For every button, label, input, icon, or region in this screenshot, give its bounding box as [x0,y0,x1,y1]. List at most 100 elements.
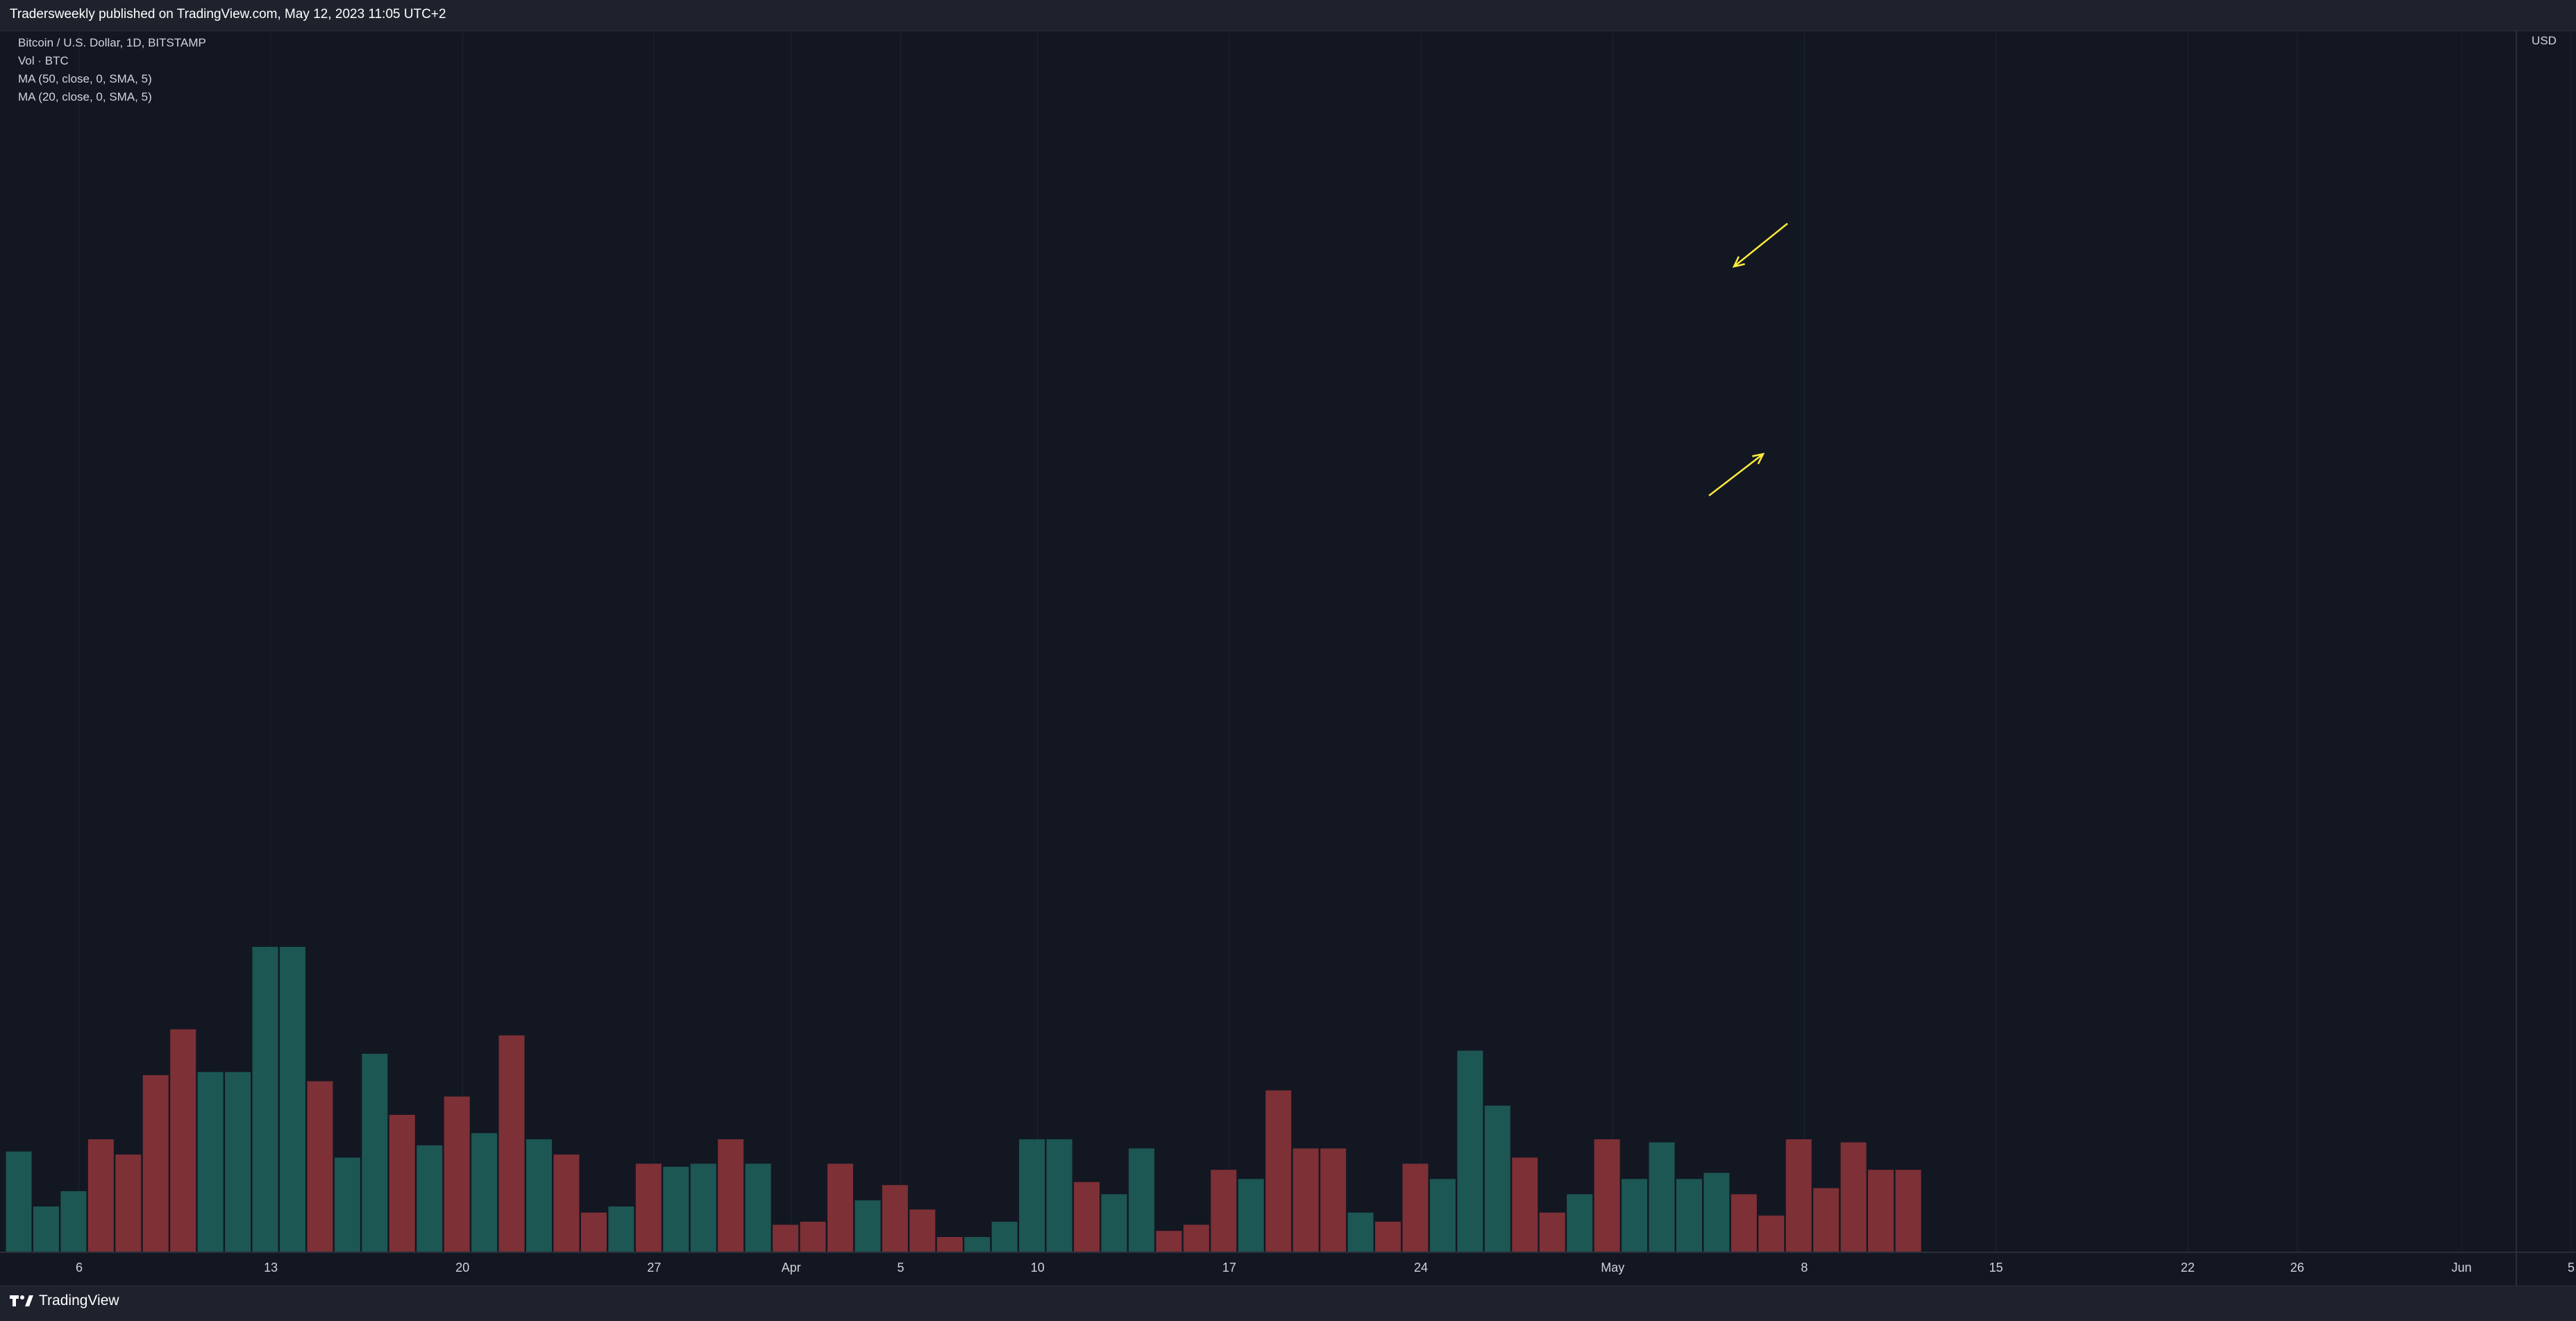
volume-bar [1594,1139,1620,1252]
x-tick-label: 24 [1414,1261,1428,1274]
volume-bar [1512,1157,1538,1252]
crossover-arrow [1733,223,1788,267]
volume-bar [526,1139,553,1252]
volume-bar [170,1029,196,1252]
x-tick-label: 26 [2290,1261,2304,1274]
volume-bar [1211,1170,1237,1252]
x-tick-label: 8 [1801,1261,1808,1274]
volume-bar [1046,1139,1072,1252]
volume-bar [1457,1050,1483,1252]
volume-bar [991,1222,1018,1252]
legend-ma20: MA (20, close, 0, SMA, 5) [18,90,152,103]
volume-bar [362,1054,388,1252]
volume-bar [580,1212,607,1252]
volume-bar [553,1154,580,1252]
annotations: 20 SMA50 SMABearish crossoverBearish bre… [1708,223,1788,496]
volume-bar [1402,1163,1429,1252]
x-tick-label: 20 [455,1261,469,1274]
breakout-arrow-head [1752,453,1765,464]
volume-bar [1347,1212,1374,1252]
volume-bar [471,1133,498,1252]
legend-symbol: Bitcoin / U.S. Dollar, 1D, BITSTAMP [18,36,206,49]
volume-bar [307,1081,333,1252]
volume-bar [1375,1222,1401,1252]
x-tick-label: 17 [1222,1261,1236,1274]
x-tick-label: 27 [647,1261,661,1274]
volume-bar [1238,1179,1264,1252]
volume-bar [498,1035,525,1252]
volume-bar [1703,1172,1730,1252]
volume-bar [1019,1139,1045,1252]
volume-bar [608,1206,634,1252]
volume-bar [1265,1090,1292,1252]
volume-bar [225,1072,251,1252]
legend-ma50: MA (50, close, 0, SMA, 5) [18,72,152,85]
volume-bar [416,1145,443,1252]
x-tick-label: 13 [264,1261,278,1274]
axes: 1760018000184001880019200196002000020400… [0,31,2576,1286]
volume-bar [882,1185,908,1252]
breakout-arrow [1708,453,1764,496]
volume-bar [964,1237,991,1252]
volume-bar [1183,1225,1209,1252]
volume-bar [1156,1231,1182,1252]
volume-bar [1758,1215,1785,1252]
currency-label: USD [2532,34,2557,47]
volume-bars [6,947,1921,1252]
x-tick-label: 15 [1989,1261,2003,1274]
volume-bar [1293,1148,1319,1252]
volume-bar [60,1191,87,1252]
volume-bar [1074,1181,1100,1252]
volume-bar [909,1209,936,1252]
volume-bar [33,1206,59,1252]
x-tick-label: 6 [76,1261,83,1274]
legend-volume: Vol · BTC [18,54,69,67]
x-tick-label: May [1601,1261,1624,1274]
publisher-text: Tradersweekly published on TradingView.c… [10,7,446,22]
volume-bar [1868,1170,1894,1252]
volume-bar [635,1163,662,1252]
volume-bar [773,1225,799,1252]
volume-bar [1731,1194,1757,1252]
volume-bar [690,1163,716,1252]
volume-bar [855,1200,881,1252]
x-tick-label: 22 [2181,1261,2195,1274]
volume-bar [1813,1188,1840,1252]
volume-bar [1128,1148,1154,1252]
volume-bar [1101,1194,1127,1252]
volume-bar [1320,1148,1347,1252]
x-tick-label: 5 [897,1261,904,1274]
price-chart[interactable]: 26981Resistance 125270Support 1 20 SMA50… [0,31,2576,1286]
volume-bar [800,1222,826,1252]
volume-bar [718,1139,744,1252]
grid [78,31,2572,1252]
volume-bar [6,1151,32,1252]
volume-bar [1567,1194,1593,1252]
volume-bar [252,947,278,1252]
volume-bar [1539,1212,1565,1252]
tradingview-logo-icon [10,1295,33,1306]
volume-bar [389,1115,415,1252]
volume-bar [197,1072,224,1252]
volume-bar [115,1154,142,1252]
volume-bar [1785,1139,1812,1252]
volume-bar [334,1157,360,1252]
volume-bar [87,1139,114,1252]
tradingview-brand-label: TradingView [39,1293,119,1309]
x-tick-label: Apr [782,1261,801,1274]
volume-bar [745,1163,771,1252]
volume-bar [142,1075,169,1252]
footer-bar [0,1286,2576,1321]
volume-bar [827,1163,853,1252]
volume-bar [1840,1142,1867,1252]
volume-bar [1649,1142,1675,1252]
x-tick-label: 5 [2568,1261,2575,1274]
volume-bar [1895,1170,1921,1252]
volume-bar [1622,1179,1648,1252]
volume-bar [1429,1179,1456,1252]
volume-bar [1676,1179,1702,1252]
tradingview-brand[interactable]: TradingView [10,1293,119,1309]
volume-bar [936,1237,963,1252]
x-tick-label: Jun [2452,1261,2472,1274]
volume-bar [280,947,305,1252]
